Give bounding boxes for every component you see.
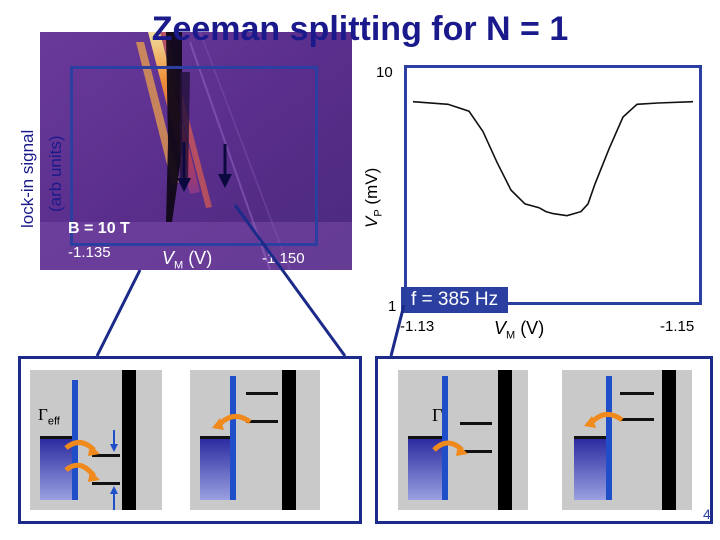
right-xlabel: VM (V) [494, 318, 545, 342]
left-xlabel: VM (V) [162, 248, 213, 272]
y-tick-top: 10 [376, 64, 393, 81]
energy-panel-4 [562, 370, 692, 510]
slide-title: Zeeman splitting for N = 1 [151, 10, 569, 48]
vp-series-line [412, 100, 694, 217]
energy-panel-2 [190, 370, 320, 510]
page-number: 4 [703, 506, 711, 522]
field-label: B = 10 T [68, 220, 130, 237]
x-tick-right: -1.15 [660, 318, 695, 335]
vp-line-chart [412, 100, 694, 217]
frequency-label: f = 385 Hz [401, 287, 509, 313]
y-tick-bottom: 1 [388, 298, 397, 315]
lockin-colormap [40, 32, 352, 270]
energy-panel-1 [30, 370, 162, 510]
gamma-eff-label: Γeff [38, 405, 60, 428]
energy-panel-3 [398, 370, 528, 510]
vp-plot [404, 65, 702, 305]
colormap-frame [70, 66, 318, 246]
gamma-label: Γ [432, 405, 443, 425]
x-tick-left: -1.13 [400, 318, 435, 335]
left-tick-left: -1.135 [68, 244, 111, 261]
